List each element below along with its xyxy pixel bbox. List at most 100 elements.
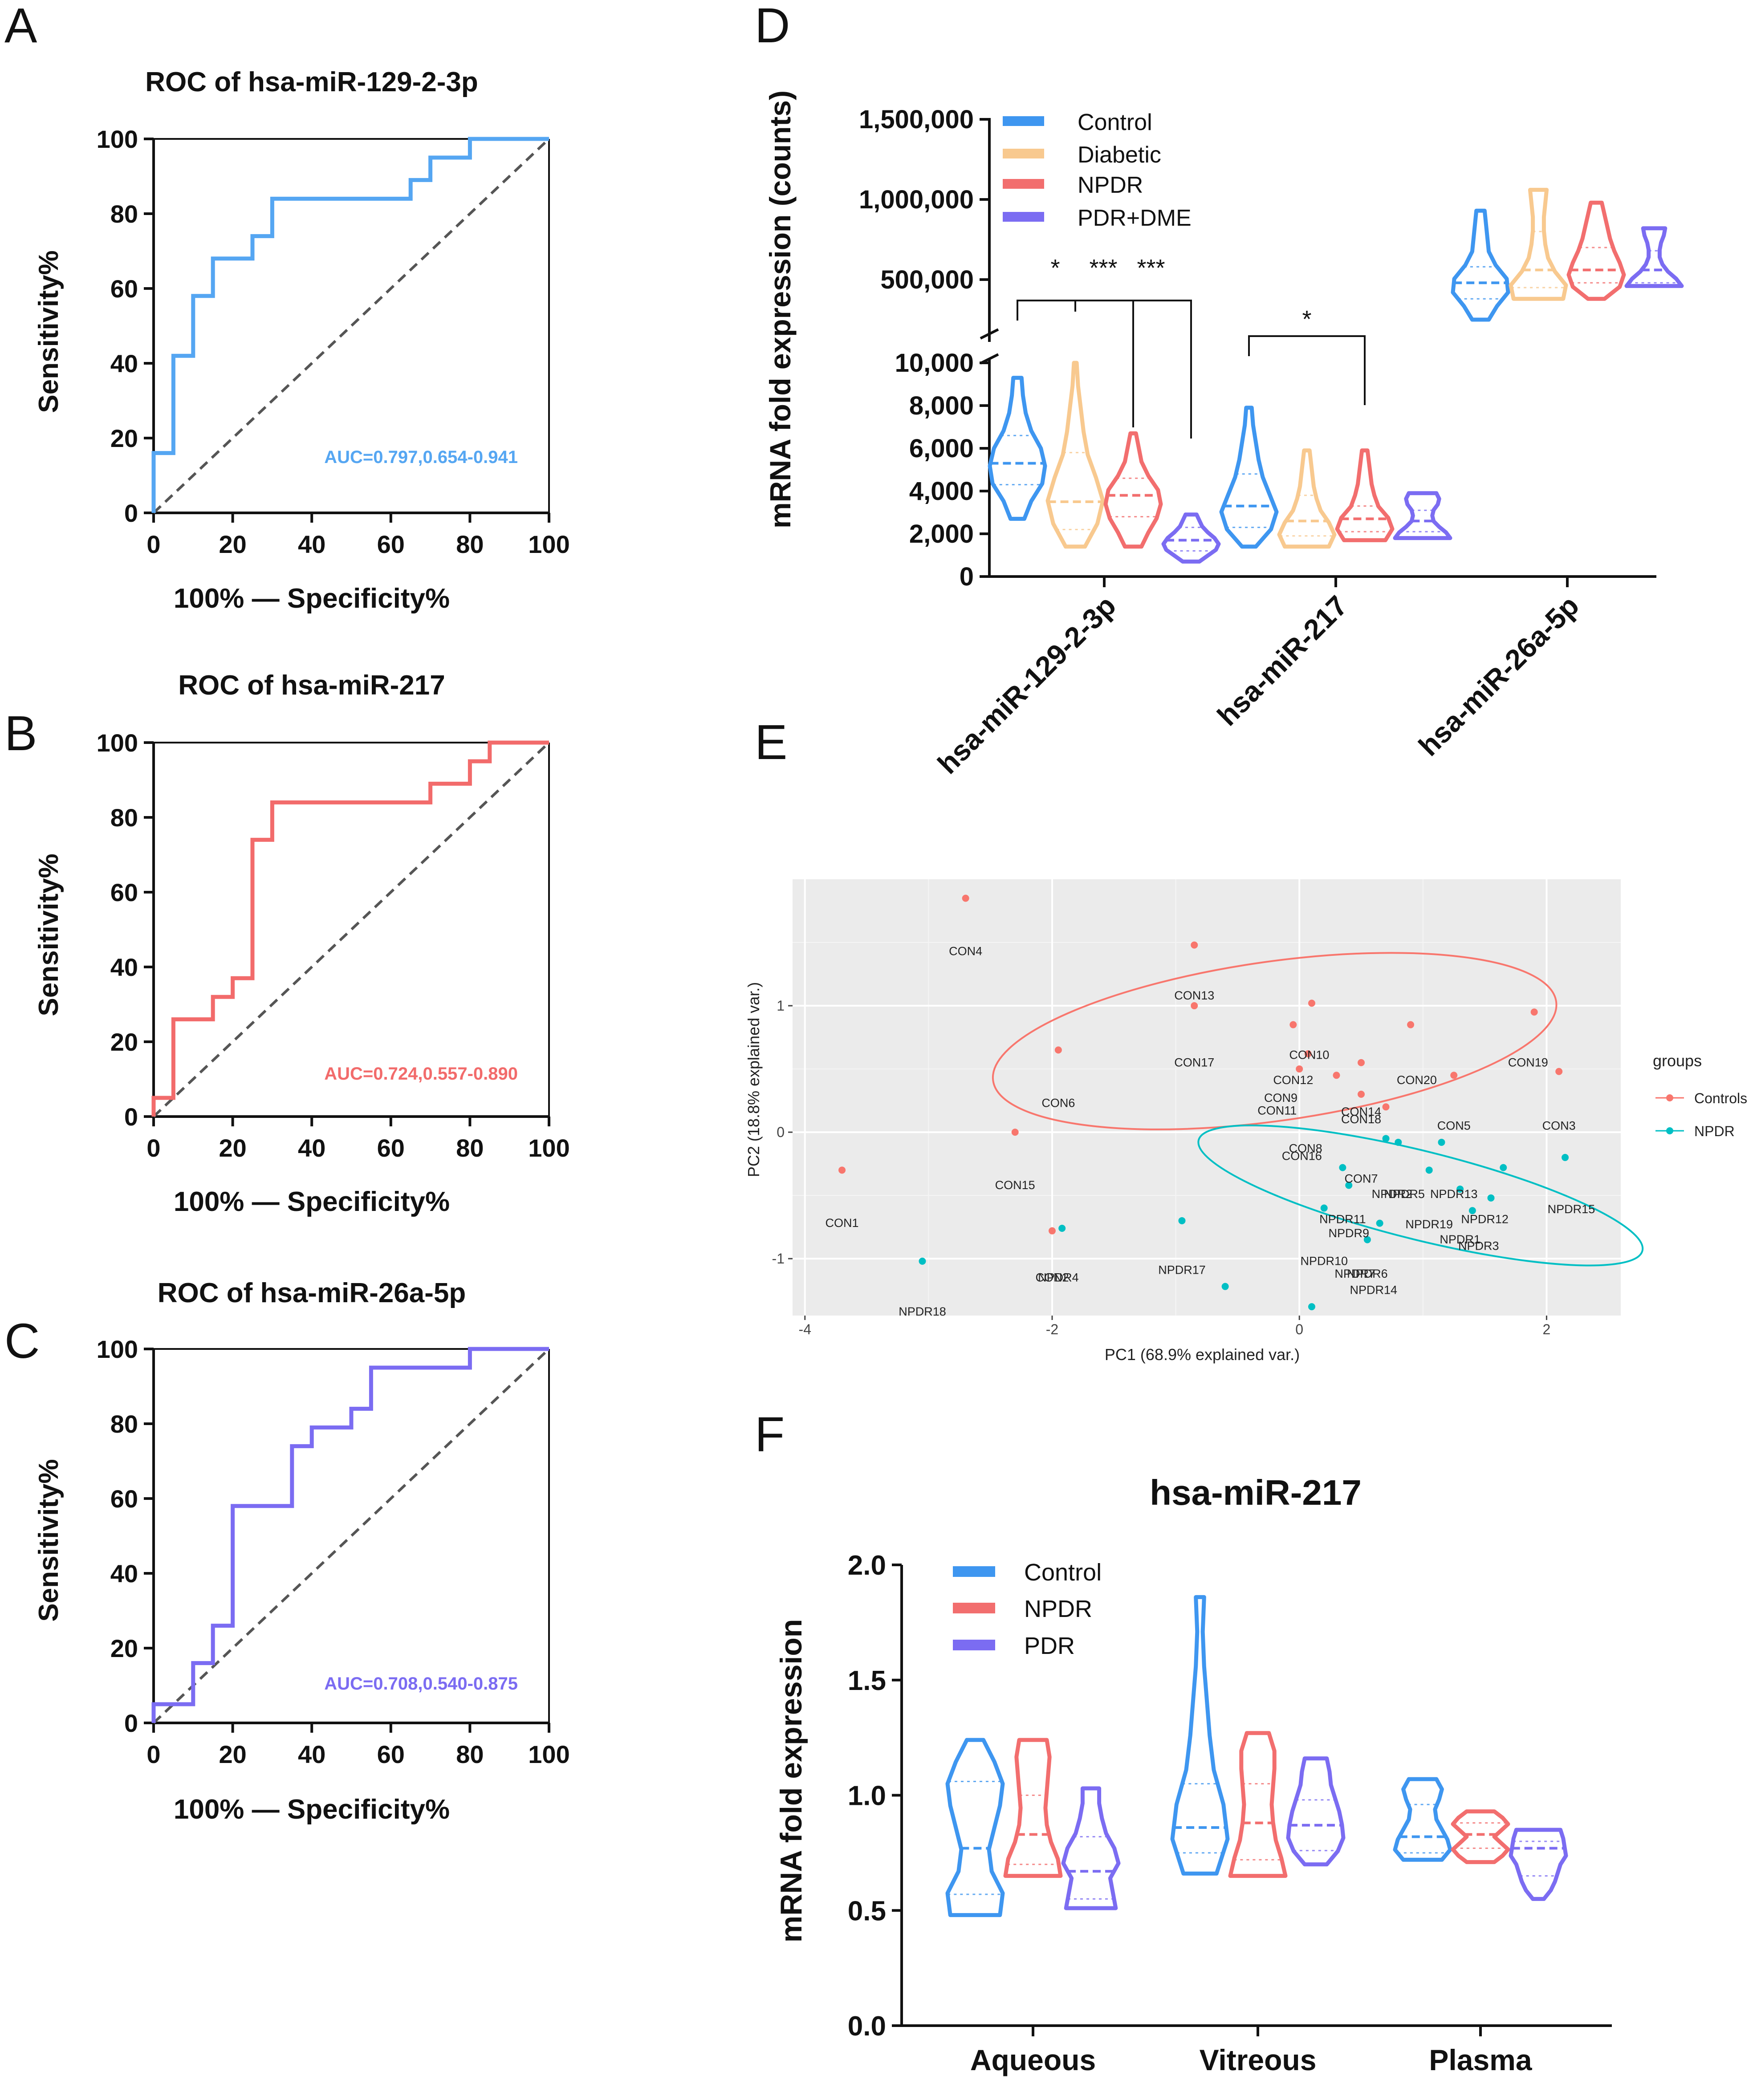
roc-c-y-tick-label: 100 <box>97 1335 138 1363</box>
roc-a-plot-area: 00 20 20 40 40 60 60 80 80 100 100 <box>97 125 570 558</box>
roc-b-x-tick-label: 40 <box>298 1134 325 1162</box>
panel-letter-a: A <box>4 0 37 53</box>
roc-a-y-tick-label: 80 <box>110 200 138 228</box>
violin-d-control-violin <box>1219 406 1279 549</box>
violin-d-y-label: mRNA fold expression (counts) <box>764 90 797 528</box>
roc-b-y-tick-label: 40 <box>110 953 138 981</box>
pca-e-point-npdr <box>1376 1219 1383 1227</box>
violin-f-category-label: Plasma <box>1429 2043 1532 2076</box>
pca-e-point-npdr <box>1058 1225 1066 1232</box>
roc-a-x-tick-label: 100 <box>528 530 569 558</box>
roc-a-x-tick-label: 20 <box>219 530 246 558</box>
violin-d-npdr-violin <box>1566 200 1626 301</box>
pca-e-y-label: PC2 (18.8% explained var.) <box>744 982 763 1177</box>
violin-f-npdr-violin <box>1003 1738 1063 1878</box>
violin-f-y-tick-label: 0.5 <box>848 1896 886 1926</box>
pca-e-point-npdr <box>1468 1207 1476 1215</box>
violin-d-diabetic-violin <box>1045 361 1105 549</box>
pca-e-point-label: NPDR6 <box>1347 1267 1388 1280</box>
violin-d-y-tick-label: 8,000 <box>909 391 974 420</box>
pca-e-point-label: CON15 <box>995 1178 1035 1192</box>
violin-d-pdr-dme-violin <box>1161 512 1221 564</box>
pca-e-ellipse-controls <box>992 952 1558 1130</box>
pca-e-x-tick-label: 0 <box>1295 1321 1303 1337</box>
violin-d-y-tick-label: 500,000 <box>880 265 974 294</box>
violin-d-significance-star: *** <box>1137 255 1165 281</box>
legend-e-npdr-dot <box>1666 1127 1673 1134</box>
pca-e-point-label: CON6 <box>1041 1096 1075 1109</box>
pca-e-point-label: NPDR1 <box>1440 1233 1480 1246</box>
pca-e-x-tick-label: -2 <box>1046 1321 1058 1337</box>
pca-e-point-label: NPDR19 <box>1405 1218 1453 1231</box>
roc-c-x-tick-label: 80 <box>456 1740 484 1768</box>
pca-e-point-label: NPDR2 <box>1372 1187 1413 1201</box>
pca-e-point-controls <box>838 1166 846 1174</box>
roc-a-y-tick-label: 40 <box>110 349 138 378</box>
roc-b-x-tick-label: 60 <box>377 1134 405 1162</box>
violin-d-y-tick-label: 4,000 <box>909 477 974 506</box>
roc-a-y-tick-label: 0 <box>124 499 138 527</box>
roc-c-x-tick-label: 100 <box>528 1740 569 1768</box>
roc-c-x-label: 100% — Specificity% <box>174 1794 450 1825</box>
panel-letter-b: B <box>4 706 37 761</box>
violin-d-y-tick-label: 6,000 <box>909 434 974 463</box>
pca-e-point-npdr <box>919 1257 926 1265</box>
legend-d-control-label: Control <box>1078 110 1152 135</box>
roc-a-x-label: 100% — Specificity% <box>174 583 450 614</box>
roc-chart-b: ROC of hsa-miR-217 002020404060608080100… <box>33 670 570 1217</box>
roc-chart-a: ROC of hsa-miR-129-2-3p 00 20 20 40 40 60 60 80… <box>33 67 570 614</box>
roc-c-x-tick-label: 0 <box>146 1740 160 1768</box>
panel-letter-d: D <box>755 0 790 53</box>
pca-e-x-tick-label: 2 <box>1543 1321 1551 1337</box>
violin-f-y-label: mRNA fold expression <box>774 1619 808 1943</box>
pca-e-point-label: CON12 <box>1273 1073 1313 1087</box>
pca-e-point-label: CON17 <box>1174 1056 1214 1069</box>
roc-b-x-tick-label: 80 <box>456 1134 484 1162</box>
pca-e-point-controls <box>1530 1008 1538 1016</box>
legend-e-controls-label: Controls <box>1694 1090 1747 1106</box>
roc-b-y-tick-label: 80 <box>110 804 138 832</box>
pca-e-point-controls <box>962 894 969 902</box>
legend-f-pdr-label: PDR <box>1024 1633 1075 1659</box>
violin-d-significance-star: *** <box>1089 255 1117 281</box>
roc-a-y-tick-label: 100 <box>97 125 138 153</box>
violin-d-y-tick-label: 1,000,000 <box>859 185 974 214</box>
legend-d-pdr-dme-label: PDR+DME <box>1078 205 1192 231</box>
pca-e-point-label: CON11 <box>1257 1104 1297 1117</box>
pca-e-point-controls <box>1296 1065 1303 1073</box>
roc-a-title: ROC of hsa-miR-129-2-3p <box>145 67 478 97</box>
pca-e-point-label: NPDR14 <box>1350 1284 1398 1297</box>
legend-d-npdr-label: NPDR <box>1078 172 1143 198</box>
pca-e-point-npdr <box>1562 1154 1569 1161</box>
violin-d-y-tick-label: 2,000 <box>909 520 974 548</box>
legend-e-controls-dot <box>1666 1094 1673 1101</box>
pca-e-point-npdr <box>1425 1166 1433 1174</box>
pca-e-point-npdr <box>1382 1135 1390 1142</box>
pca-e-point-label: NPDR15 <box>1548 1202 1595 1216</box>
pca-e-point-npdr <box>1221 1283 1229 1290</box>
pca-e-point-npdr <box>1500 1164 1507 1171</box>
pca-e-point-controls <box>1555 1068 1563 1075</box>
panel-letter-e: E <box>755 715 787 770</box>
pca-e-point-controls <box>1333 1072 1340 1079</box>
pca-e-point-label: NPDR5 <box>1384 1187 1425 1201</box>
pca-e-point-label: CON18 <box>1341 1113 1381 1126</box>
panel-letter-c: C <box>4 1314 40 1369</box>
pca-e-point-label: CON19 <box>1508 1056 1548 1069</box>
violin-d-control-violin <box>988 376 1047 521</box>
violin-chart-f: hsa-miR-217 mRNA fold expression 0.0 0.5 1… <box>774 1473 1612 2076</box>
legend-f-npdr-label: NPDR <box>1024 1596 1092 1622</box>
pca-e-point-label: NPDR11 <box>1319 1213 1366 1226</box>
pca-e-point-controls <box>1304 1050 1312 1057</box>
violin-d-diabetic-violin <box>1277 448 1337 549</box>
pca-e-point-label: CON13 <box>1174 989 1214 1002</box>
roc-a-y-tick-label: 60 <box>110 275 138 303</box>
violin-f-y-tick-label: 2.0 <box>848 1550 886 1581</box>
pca-e-ellipse-npdr <box>1197 1124 1644 1267</box>
roc-b-x-tick-label: 20 <box>219 1134 246 1162</box>
roc-a-y-tick-label: 20 <box>110 424 138 452</box>
violin-d-y-tick-label: 1,500,000 <box>859 105 974 134</box>
legend-d-diabetic-label: Diabetic <box>1078 142 1161 168</box>
violin-f-category-label: Aqueous <box>970 2043 1096 2076</box>
roc-a-y-label: Sensitivity% <box>33 250 64 413</box>
